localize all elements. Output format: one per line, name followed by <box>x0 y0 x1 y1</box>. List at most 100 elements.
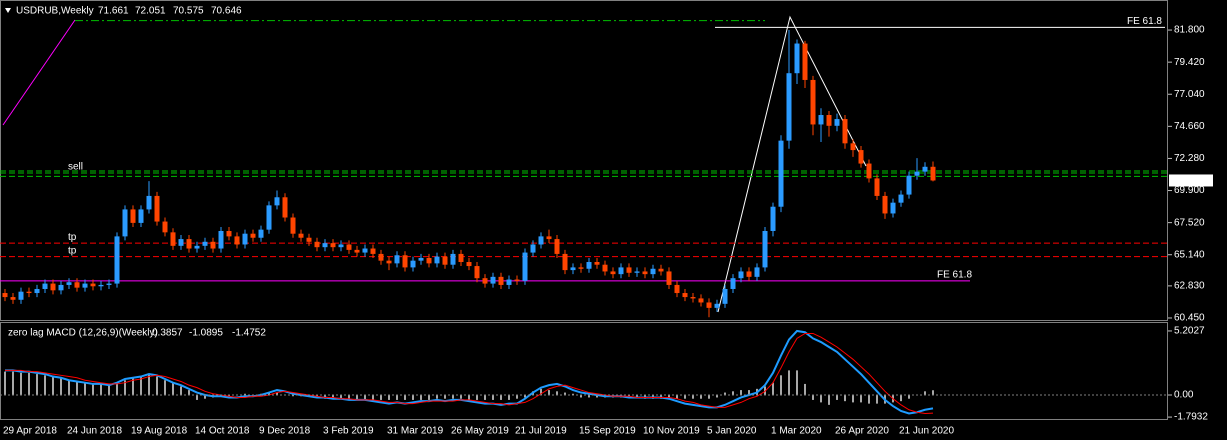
level-label: tp <box>68 245 77 256</box>
candle-body <box>746 271 752 277</box>
candle-body <box>514 279 520 281</box>
candle-body <box>66 282 72 285</box>
histogram-bar <box>684 395 686 399</box>
menu-triangle[interactable] <box>5 8 11 13</box>
candle-body <box>650 268 656 275</box>
histogram-bar <box>180 386 182 396</box>
trend-line <box>2 19 76 126</box>
histogram-bar <box>196 395 198 400</box>
histogram-bar <box>340 395 342 399</box>
candle-body <box>18 291 24 300</box>
histogram-bar <box>124 380 126 396</box>
histogram-bar <box>500 395 502 400</box>
candle-body <box>26 291 32 294</box>
histogram-bar <box>172 382 174 396</box>
histogram-bar <box>316 395 318 397</box>
candle-body <box>314 241 320 248</box>
ohlc-low: 70.575 <box>173 6 204 17</box>
histogram-bar <box>348 395 350 400</box>
candle-body <box>634 271 640 273</box>
histogram-bar <box>556 391 558 396</box>
candle-body <box>194 245 200 249</box>
histogram-bar <box>596 395 598 398</box>
y-tick-label: 81.800 <box>1174 25 1205 36</box>
candle-body <box>130 209 136 223</box>
histogram-bar <box>828 395 830 405</box>
histogram-bar <box>444 395 446 399</box>
histogram-bar <box>372 395 374 400</box>
candle-body <box>338 244 344 248</box>
histogram-bar <box>28 372 30 396</box>
candle-body <box>642 271 648 275</box>
y-tick-label: 79.420 <box>1174 57 1205 68</box>
x-tick-label: 26 May 2019 <box>451 426 509 437</box>
y-tick-label: 60.450 <box>1174 313 1205 324</box>
level-label: FE 61.8 <box>1127 16 1162 27</box>
candle-body <box>906 175 912 195</box>
y-tick-label: 0.00 <box>1174 390 1194 401</box>
candle-body <box>802 43 808 80</box>
candle-body <box>354 249 360 253</box>
histogram-bar <box>164 380 166 396</box>
histogram-bar <box>484 395 486 400</box>
candle-body <box>242 233 248 245</box>
histogram-bar <box>332 395 334 399</box>
indicator-value: -1.0895 <box>189 328 223 339</box>
y-tick-label: 62.830 <box>1174 281 1205 292</box>
candle-body <box>682 293 688 298</box>
candle-body <box>58 284 64 291</box>
y-tick-label: 72.280 <box>1174 153 1205 164</box>
histogram-bar <box>412 395 414 400</box>
candle-body <box>834 119 840 126</box>
candle-body <box>146 195 152 210</box>
candle-body <box>266 205 272 230</box>
candle-body <box>506 279 512 285</box>
candle-body <box>2 293 8 298</box>
histogram-bar <box>836 395 838 400</box>
candle-body <box>418 257 424 261</box>
histogram-bar <box>228 395 230 397</box>
candle-body <box>74 282 80 288</box>
candle-body <box>482 278 488 284</box>
ohlc-close: 70.646 <box>211 6 242 17</box>
candle-body <box>842 119 848 144</box>
histogram-bar <box>788 370 790 396</box>
indicator-value: -1.4752 <box>232 328 266 339</box>
x-tick-label: 21 Jun 2020 <box>899 426 954 437</box>
histogram-bar <box>900 395 902 402</box>
candle-body <box>34 288 40 294</box>
histogram-bar <box>132 377 134 396</box>
candle-body <box>306 237 312 242</box>
histogram-bar <box>452 395 454 399</box>
candle-body <box>850 143 856 151</box>
candle-body <box>754 267 760 277</box>
histogram-bar <box>780 375 782 396</box>
histogram-bar <box>76 381 78 396</box>
histogram-bar <box>100 383 102 396</box>
histogram-bar <box>804 383 806 396</box>
histogram-bar <box>668 395 670 399</box>
candle-body <box>170 232 176 246</box>
histogram-bar <box>140 376 142 396</box>
histogram-bar <box>188 390 190 396</box>
candle-body <box>818 115 824 125</box>
candle-body <box>602 264 608 272</box>
ohlc-high: 72.051 <box>135 6 166 17</box>
candle-body <box>186 239 192 249</box>
candle-body <box>658 268 664 272</box>
histogram-bar <box>356 395 358 400</box>
candle-body <box>770 206 776 231</box>
histogram-bar <box>796 370 798 396</box>
candle-body <box>490 276 496 284</box>
candle-body <box>162 221 168 233</box>
x-tick-label: 3 Feb 2019 <box>323 426 374 437</box>
histogram-bar <box>692 395 694 399</box>
histogram-bar <box>812 395 814 400</box>
candle-body <box>794 43 800 74</box>
histogram-bar <box>276 392 278 396</box>
candle-body <box>762 230 768 268</box>
candle-body <box>578 267 584 269</box>
candle-body <box>234 236 240 245</box>
candle-body <box>178 239 184 246</box>
